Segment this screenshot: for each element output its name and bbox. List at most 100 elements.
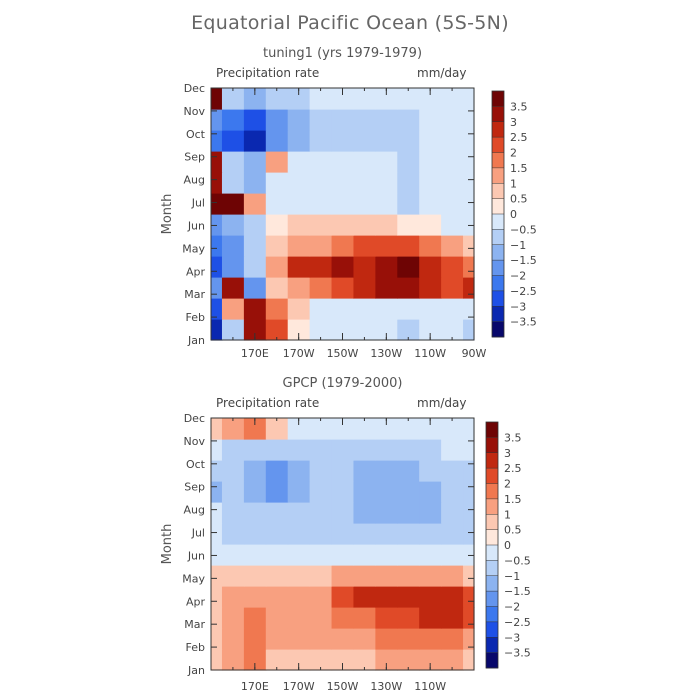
x-tick-label: 90W	[462, 347, 487, 360]
heatmap-cell	[287, 130, 311, 152]
heatmap-cell	[331, 460, 355, 482]
heatmap-cell	[397, 298, 420, 320]
heatmap-cell	[375, 439, 398, 461]
heatmap-cell	[353, 418, 376, 440]
colorbar-swatch	[486, 468, 498, 484]
heatmap-cell	[243, 418, 267, 440]
heatmap-cell	[353, 628, 376, 650]
heatmap-cell	[309, 277, 333, 299]
y-tick-label: Nov	[184, 435, 206, 448]
colorbar-label: 2.5	[510, 131, 528, 144]
heatmap-cell	[221, 172, 245, 194]
panel2-title: GPCP (1979-2000)	[282, 376, 403, 391]
heatmap-cell	[375, 460, 398, 482]
heatmap-cell	[265, 193, 289, 215]
colorbar-swatch	[486, 637, 498, 654]
colorbar-label: 0.5	[510, 193, 528, 206]
colorbar-swatch	[486, 483, 498, 500]
heatmap-cell	[441, 235, 464, 257]
heatmap-cell	[419, 649, 442, 671]
heatmap-cell	[265, 256, 289, 278]
heatmap-cell	[441, 88, 464, 110]
heatmap-cell	[463, 319, 475, 341]
y-tick-label: Aug	[184, 174, 205, 187]
heatmap-cell	[331, 607, 355, 629]
colorbar-label: 3.5	[504, 431, 522, 444]
heatmap-cell	[419, 109, 442, 131]
heatmap-cell	[211, 565, 223, 587]
heatmap-cell	[309, 502, 333, 524]
colorbar-swatch	[492, 106, 504, 123]
heatmap-cell	[243, 319, 267, 341]
heatmap-cell	[221, 544, 245, 566]
heatmap-cell	[463, 88, 475, 110]
colorbar-label: 2.5	[504, 462, 522, 475]
y-tick-label: Jan	[187, 334, 205, 347]
heatmap-cell	[309, 481, 333, 503]
heatmap-cell	[353, 277, 376, 299]
heatmap-cell	[221, 130, 245, 152]
heatmap-cell	[353, 256, 376, 278]
heatmap-cell	[331, 439, 355, 461]
heatmap-cell	[419, 277, 442, 299]
heatmap-cell	[375, 277, 398, 299]
colorbar-label: −2.5	[510, 285, 537, 298]
heatmap-cell	[221, 586, 245, 608]
colorbar-swatch	[486, 422, 498, 438]
heatmap-cell	[419, 523, 442, 545]
heatmap-cell	[243, 151, 267, 173]
heatmap-cell	[397, 235, 420, 257]
heatmap-cell	[331, 88, 355, 110]
colorbar-label: −1.5	[504, 585, 531, 598]
heatmap-cell	[463, 277, 475, 299]
heatmap-cell	[463, 130, 475, 152]
heatmap-cell	[375, 256, 398, 278]
colorbar-swatch	[486, 437, 498, 454]
heatmap-cell	[441, 544, 464, 566]
heatmap-cell	[463, 151, 475, 173]
heatmap-cell	[287, 256, 311, 278]
heatmap-cell	[265, 544, 289, 566]
y-tick-label: Sep	[184, 151, 205, 164]
heatmap-cell	[441, 109, 464, 131]
heatmap-cell	[441, 649, 464, 671]
heatmap-cell	[265, 481, 289, 503]
heatmap-cell	[211, 130, 223, 152]
heatmap-cell	[309, 130, 333, 152]
heatmap-cell	[265, 130, 289, 152]
colorbar-swatch	[492, 321, 504, 338]
heatmap-cell	[353, 544, 376, 566]
heatmap-cell	[287, 418, 311, 440]
colorbar-swatch	[486, 498, 498, 515]
heatmap-cell	[375, 628, 398, 650]
heatmap-cell	[419, 544, 442, 566]
heatmap-cell	[211, 586, 223, 608]
heatmap-cell	[287, 172, 311, 194]
y-axis-label: Month	[160, 194, 175, 235]
heatmap-cell	[309, 214, 333, 236]
y-tick-label: Mar	[184, 288, 205, 301]
colorbar-label: 3.5	[510, 100, 528, 113]
heatmap-cell	[441, 460, 464, 482]
heatmap-cell	[287, 649, 311, 671]
colorbar-swatch	[486, 621, 498, 638]
heatmap-cell	[397, 460, 420, 482]
y-tick-label: Apr	[186, 595, 206, 608]
heatmap-cell	[287, 214, 311, 236]
heatmap-cell	[397, 319, 420, 341]
heatmap-cell	[211, 418, 223, 440]
heatmap-cell	[353, 607, 376, 629]
heatmap-cell	[309, 256, 333, 278]
heatmap-cell	[463, 460, 475, 482]
heatmap-cell	[441, 298, 464, 320]
heatmap-cell	[463, 586, 475, 608]
x-tick-label: 170E	[241, 347, 269, 360]
colorbar-swatch	[492, 137, 504, 153]
colorbar-label: 1.5	[504, 493, 522, 506]
heatmap-cell	[265, 151, 289, 173]
heatmap-cell	[309, 460, 333, 482]
heatmap-cell	[441, 193, 464, 215]
heatmap-cell	[309, 319, 333, 341]
y-axis-label: Month	[160, 524, 175, 565]
heatmap-cell	[243, 130, 267, 152]
